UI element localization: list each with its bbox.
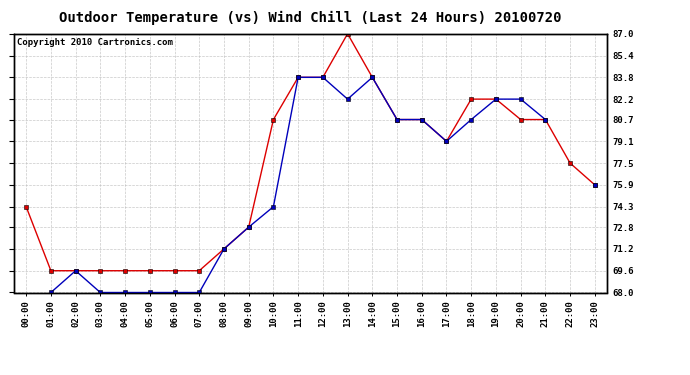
Text: Outdoor Temperature (vs) Wind Chill (Last 24 Hours) 20100720: Outdoor Temperature (vs) Wind Chill (Las… xyxy=(59,11,562,26)
Text: Copyright 2010 Cartronics.com: Copyright 2010 Cartronics.com xyxy=(17,38,172,46)
